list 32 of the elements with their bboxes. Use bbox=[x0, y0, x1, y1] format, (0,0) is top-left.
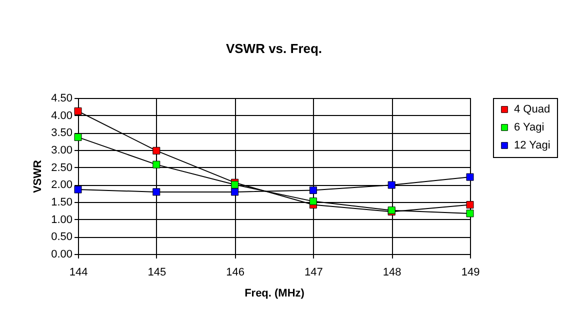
x-tick-label: 147 bbox=[304, 266, 323, 278]
y-tick-label: 2.50 bbox=[51, 162, 72, 174]
point bbox=[152, 188, 160, 196]
point bbox=[152, 160, 160, 168]
point bbox=[231, 188, 239, 196]
y-tick-label: 1.00 bbox=[51, 214, 72, 226]
x-tick-label: 146 bbox=[226, 266, 244, 278]
x-tick-label: 144 bbox=[69, 266, 88, 278]
point bbox=[466, 201, 474, 209]
y-tick-label: 2.00 bbox=[51, 179, 72, 192]
y-tick-label: 0.00 bbox=[51, 248, 72, 260]
y-tick-label: 1.50 bbox=[51, 196, 72, 208]
point bbox=[309, 186, 317, 194]
y-tick-label: 4.00 bbox=[51, 110, 72, 122]
x-tick-label: 145 bbox=[148, 266, 166, 278]
y-tick-label: 3.00 bbox=[51, 144, 72, 156]
legend-label: 6 Yagi bbox=[514, 122, 544, 134]
x-axis-title: Freq. (MHz) bbox=[244, 288, 305, 300]
y-tick-label: 4.50 bbox=[51, 92, 72, 104]
y-tick-label: 3.50 bbox=[51, 127, 72, 140]
y-tick-label: 0.50 bbox=[51, 231, 72, 244]
x-tick-label: 149 bbox=[461, 266, 480, 278]
y-axis-title: VSWR bbox=[32, 160, 44, 193]
point bbox=[388, 181, 396, 189]
point bbox=[466, 210, 474, 218]
legend-label: 12 Yagi bbox=[514, 140, 550, 152]
point bbox=[152, 146, 160, 154]
point bbox=[466, 173, 474, 181]
chart-title: VSWR vs. Freq. bbox=[226, 41, 322, 56]
legend-label: 4 Quad bbox=[514, 104, 550, 116]
x-tick-label: 148 bbox=[382, 266, 402, 278]
point bbox=[309, 198, 317, 206]
